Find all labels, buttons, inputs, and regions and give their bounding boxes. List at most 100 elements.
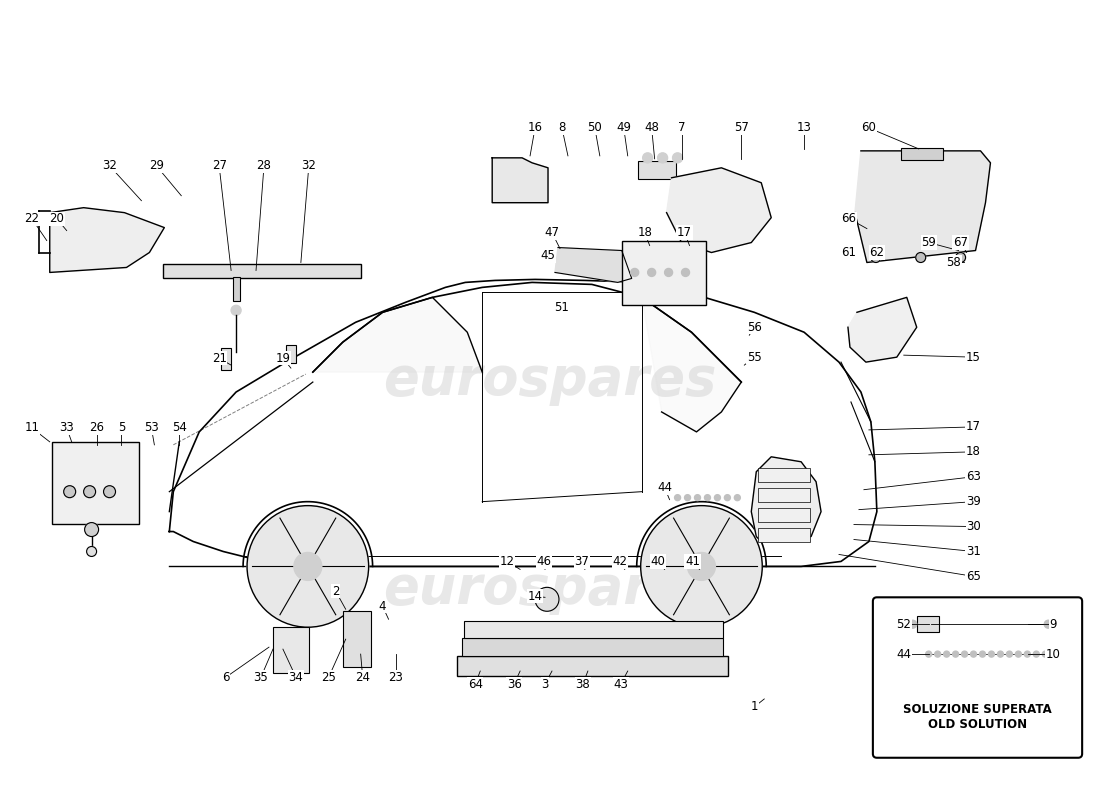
Circle shape [998,651,1003,657]
Circle shape [648,269,656,277]
Circle shape [1006,651,1012,657]
Text: 22: 22 [24,212,40,225]
Text: 42: 42 [613,555,627,568]
Circle shape [294,553,322,580]
Circle shape [979,651,986,657]
Text: 39: 39 [966,495,981,508]
Circle shape [915,253,926,262]
Text: 11: 11 [24,422,40,434]
Text: 40: 40 [650,555,666,568]
Circle shape [630,269,639,277]
Text: 18: 18 [966,446,981,458]
Text: 53: 53 [144,422,158,434]
Text: eurospares: eurospares [383,563,717,615]
Text: 32: 32 [102,159,117,172]
Bar [273,627,309,673]
Bar [221,348,231,370]
Circle shape [935,651,940,657]
Bar [758,527,810,542]
Text: 41: 41 [685,555,700,568]
Circle shape [970,651,977,657]
Text: 44: 44 [657,481,672,494]
Text: 1: 1 [750,701,758,714]
Circle shape [1033,651,1039,657]
Circle shape [989,651,994,657]
Text: 44: 44 [896,648,911,661]
Text: 12: 12 [499,555,515,568]
Text: 2: 2 [332,585,340,598]
Text: 48: 48 [645,122,659,134]
Text: 32: 32 [301,159,317,172]
Text: 54: 54 [172,422,187,434]
Circle shape [682,269,690,277]
Text: 52: 52 [896,618,911,630]
Circle shape [85,522,99,537]
Circle shape [642,153,652,163]
Text: 16: 16 [528,122,542,134]
Polygon shape [667,168,771,253]
Bar [901,148,943,160]
Polygon shape [492,158,548,202]
Text: 15: 15 [966,350,981,364]
Circle shape [684,494,691,501]
Text: 21: 21 [211,352,227,365]
Text: 37: 37 [574,555,590,568]
Bar [458,656,728,676]
Text: SOLUZIONE SUPERATA
OLD SOLUTION: SOLUZIONE SUPERATA OLD SOLUTION [903,703,1052,731]
Circle shape [674,494,681,501]
Text: 36: 36 [507,678,521,690]
Text: 29: 29 [148,159,164,172]
Text: 49: 49 [616,122,631,134]
Text: 18: 18 [637,226,652,239]
Polygon shape [848,298,916,362]
Text: 65: 65 [966,570,981,583]
Text: 6: 6 [222,670,230,683]
Text: 56: 56 [747,321,761,334]
Text: 4: 4 [378,600,386,613]
Text: 30: 30 [966,520,981,533]
Circle shape [953,651,958,657]
Bar [52,442,140,523]
Circle shape [231,306,241,315]
Circle shape [1024,651,1031,657]
Polygon shape [641,298,741,432]
FancyBboxPatch shape [873,598,1082,758]
Circle shape [64,486,76,498]
Circle shape [725,494,730,501]
Text: 55: 55 [747,350,761,364]
Circle shape [84,486,96,498]
Text: 28: 28 [256,159,272,172]
Text: 35: 35 [254,670,268,683]
Circle shape [672,153,682,163]
Bar [286,345,296,363]
Text: 58: 58 [946,256,961,269]
Text: eurospares: eurospares [383,354,717,406]
Polygon shape [556,247,631,282]
Text: 62: 62 [869,246,884,259]
Circle shape [944,651,949,657]
Circle shape [714,494,720,501]
Circle shape [248,506,368,627]
Text: 27: 27 [211,159,227,172]
Text: 9: 9 [1049,618,1057,630]
Circle shape [956,253,966,262]
Text: 67: 67 [953,236,968,249]
Circle shape [103,486,116,498]
Text: 63: 63 [966,470,981,483]
Bar [163,265,361,278]
Circle shape [909,620,916,628]
Polygon shape [855,151,990,262]
Polygon shape [751,457,821,542]
Text: 61: 61 [842,246,857,259]
Text: 20: 20 [50,212,64,225]
Circle shape [688,553,715,580]
Text: 14: 14 [528,590,542,603]
Circle shape [1015,651,1022,657]
Text: 50: 50 [587,122,602,134]
Bar [462,638,724,656]
Text: 10: 10 [1046,648,1060,661]
Text: 26: 26 [89,422,104,434]
Text: 17: 17 [676,226,692,239]
Circle shape [87,546,97,557]
Circle shape [871,253,881,262]
